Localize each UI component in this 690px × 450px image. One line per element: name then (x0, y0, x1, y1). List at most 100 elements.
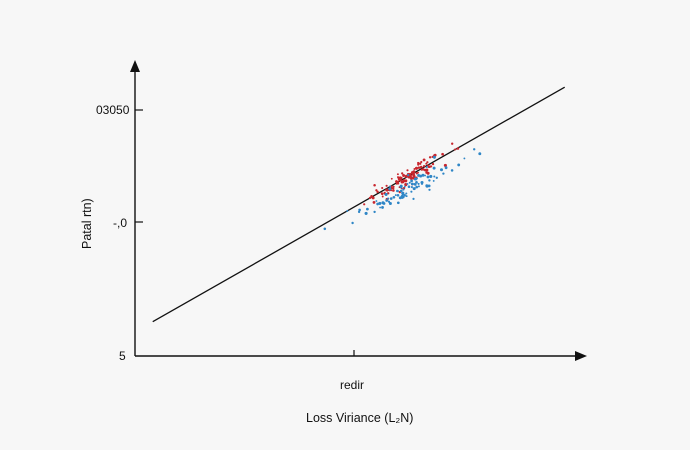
scatter-point (373, 183, 376, 187)
scatter-point (422, 158, 426, 162)
scatter-point (401, 191, 405, 195)
scatter-point (425, 165, 428, 169)
scatter-point (385, 199, 389, 202)
scatter-point (406, 169, 409, 172)
scatter-point (427, 165, 431, 169)
scatter-point (425, 171, 428, 174)
scatter-point (412, 187, 416, 191)
scatter-point (426, 161, 429, 164)
scatter-point (398, 196, 402, 200)
scatter-point (407, 175, 411, 179)
scatter-point (396, 201, 400, 205)
scatter-point (405, 192, 408, 195)
scatter-point (432, 155, 436, 159)
scatter-point (370, 195, 373, 198)
scatter-point (379, 206, 382, 209)
scatter-point (403, 185, 406, 188)
scatter-point (417, 182, 420, 185)
scatter-point (401, 196, 404, 199)
scatter-point (397, 178, 401, 181)
scatter-point (392, 189, 395, 192)
scatter-point (387, 200, 391, 203)
scatter-point (420, 160, 423, 164)
scatter-point (405, 195, 408, 198)
scatter-point (450, 169, 454, 172)
scatter-point (392, 195, 396, 199)
trend-line (152, 86, 566, 323)
scatter-point (415, 185, 419, 189)
scatter-point (363, 203, 366, 206)
y-axis-arrow-icon (130, 60, 140, 72)
scatter-point (364, 211, 368, 215)
scatter-point (389, 185, 392, 188)
scatter-point (432, 166, 436, 170)
scatter-point (463, 157, 466, 160)
scatter-point (396, 189, 399, 193)
scatter-point (425, 162, 428, 165)
scatter-point (442, 172, 445, 175)
scatter-point (368, 196, 372, 200)
scatter-point (435, 176, 438, 179)
scatter-point (410, 171, 414, 174)
scatter-point (401, 172, 404, 175)
y-axis-title: Patal rtn) (80, 198, 94, 249)
scatter-point (407, 185, 411, 188)
scatter-point (421, 173, 425, 177)
scatter-point (386, 192, 390, 195)
scatter-point (357, 210, 361, 214)
scatter-point (381, 201, 385, 205)
scatter-point (376, 190, 379, 194)
scatter-point (392, 187, 395, 190)
scatter-point (424, 169, 427, 172)
scatter-point (429, 165, 433, 168)
scatter-point (388, 187, 392, 191)
scatter-point (402, 179, 406, 183)
scatter-point (399, 189, 403, 193)
x-axis-title: Loss Viriance (L₂N) (306, 411, 413, 425)
scatter-point (440, 168, 443, 172)
scatter-point (415, 181, 418, 184)
scatter-point (414, 177, 418, 181)
scatter-point (373, 210, 376, 214)
scatter-point (410, 190, 413, 193)
scatter-point (417, 173, 421, 177)
scatter-point (372, 201, 376, 204)
scatter-point (453, 148, 457, 151)
scatter-point (366, 207, 369, 211)
scatter-point (419, 165, 423, 169)
scatter-point (419, 162, 422, 165)
scatter-point (424, 174, 427, 177)
scatter-point (406, 182, 409, 185)
y-tick-label-middle: -,0 (113, 216, 127, 230)
scatter-point (399, 184, 403, 188)
scatter-point (410, 186, 413, 189)
x-tick-label: redir (340, 378, 364, 392)
y-tick-label-bottom: 5 (119, 349, 126, 363)
scatter-point (414, 183, 417, 186)
scatter-point (456, 147, 460, 150)
scatter-point (431, 162, 435, 166)
scatter-point (420, 168, 423, 171)
scatter-point (433, 175, 436, 178)
scatter-point (378, 201, 382, 205)
scatter-point (388, 202, 392, 205)
scatter-point (402, 174, 406, 177)
scatter-point (451, 142, 454, 145)
scatter-point (389, 197, 393, 200)
scatter-point (413, 168, 416, 170)
scatter-point (395, 182, 398, 185)
scatter-point (428, 188, 431, 191)
scatter-point (443, 163, 447, 167)
scatter-point (417, 166, 421, 169)
scatter-point (401, 193, 404, 196)
scatter-point (417, 161, 420, 165)
scatter-point (351, 221, 354, 225)
scatter-point (432, 179, 435, 182)
scatter-point (392, 185, 395, 188)
scatter-point (410, 179, 413, 183)
scatter-point (410, 182, 414, 186)
scatter-point (375, 200, 378, 202)
scatter-point (412, 197, 415, 200)
